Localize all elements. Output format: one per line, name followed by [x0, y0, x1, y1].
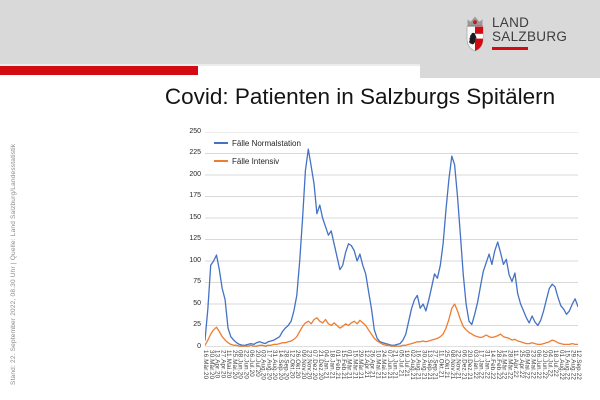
x-tick: 21.Jun.21	[391, 350, 399, 379]
logo-underline	[492, 47, 528, 50]
x-tick: 22.Jun.20	[242, 350, 250, 379]
x-tick: 06.Dez.21	[460, 350, 468, 381]
x-tick: 03.Jan.22	[471, 350, 479, 379]
x-tick: 29.Mär.21	[357, 350, 365, 380]
header-divider	[0, 64, 600, 66]
x-tick: 02.Aug.21	[408, 350, 416, 381]
x-tick: 07.Dez.20	[311, 350, 319, 381]
y-axis-labels: 0 25 50 75 100 125 150 175 200 225 250	[160, 0, 201, 400]
x-tick: 28.Sep.20	[282, 350, 290, 381]
x-tick: 10.Mai.21	[374, 350, 382, 379]
x-tick: 25.Okt.21	[443, 350, 451, 379]
x-tick: 07.Jun.21	[385, 350, 393, 379]
x-tick: 14.Mär.22	[500, 350, 508, 380]
x-tick: 03.Aug.20	[259, 350, 267, 381]
y-tick: 0	[197, 342, 201, 350]
x-tick: 20.Jun.22	[540, 350, 548, 379]
x-tick: 08.Nov.21	[449, 350, 456, 380]
x-tick: 30.Mär.20	[207, 350, 215, 380]
x-tick: 15.Aug.22	[563, 350, 571, 381]
x-tick: 31.Jan.22	[483, 350, 491, 379]
page-title: Covid: Patienten in Salzburgs Spitälern	[164, 84, 556, 109]
y-tick: 25	[193, 321, 201, 328]
x-tick: 15.Mär.21	[351, 350, 359, 380]
x-tick: 26.Okt.20	[294, 350, 301, 379]
x-tick: 21.Dez.20	[317, 350, 324, 381]
y-tick: 100	[189, 256, 201, 264]
x-tick: 11.Mai.20	[225, 350, 233, 379]
y-tick: 225	[189, 149, 201, 156]
x-tick: 06.Jun.22	[535, 350, 542, 379]
x-tick: 14.Sep.20	[276, 350, 284, 381]
x-tick: 17.Jan.22	[477, 350, 485, 379]
y-tick: 125	[189, 235, 201, 242]
logo-line1: LAND	[492, 15, 530, 30]
x-tick: 14.Feb.22	[489, 350, 497, 380]
x-tick: 16.Mär.20	[202, 350, 210, 380]
x-tick: 01.Aug.22	[558, 350, 565, 381]
intensiv-line-swatch	[214, 160, 228, 162]
lion-icon	[469, 32, 477, 45]
logo-line2: SALZBURG	[492, 29, 568, 44]
y-tick: 50	[193, 299, 201, 307]
x-tick: 20.Jul.20	[253, 350, 261, 377]
y-tick: 175	[189, 192, 201, 199]
normalstation-line-swatch	[214, 142, 228, 144]
x-tick: 12.Okt.20	[288, 350, 296, 379]
red-accent-bar	[0, 66, 198, 75]
legend-item-intensiv: Fälle Intensiv	[214, 152, 301, 170]
x-tick: 22.Nov.21	[454, 350, 462, 380]
chart-legend: Fälle Normalstation Fälle Intensiv	[214, 134, 301, 170]
x-tick: 26.Apr.21	[368, 350, 376, 379]
y-tick: 200	[189, 170, 201, 178]
x-tick: 23.Nov.20	[305, 350, 313, 380]
x-tick: 17.Aug.20	[265, 350, 273, 381]
x-tick: 24.Mai.21	[380, 350, 388, 379]
logo-wordmark: LAND SALZBURG	[492, 16, 567, 44]
x-tick: 11.Okt.21	[437, 350, 445, 379]
x-tick: 12.Sep.22	[575, 350, 583, 381]
x-tick: 15.Feb.21	[339, 350, 347, 380]
plot-area	[205, 132, 578, 347]
x-tick: 29.Aug.22	[569, 350, 577, 381]
x-tick: 09.Nov.20	[299, 350, 307, 380]
salzburg-crest-icon	[466, 16, 484, 52]
x-tick: 19.Jul.21	[403, 350, 410, 377]
x-tick: 09.Mai.22	[523, 350, 531, 379]
x-tick: 13.Sep.21	[426, 350, 433, 381]
legend-label-intensiv: Fälle Intensiv	[232, 156, 280, 166]
x-tick: 23.Mai.22	[529, 350, 537, 379]
x-tick: 28.Mär.22	[506, 350, 514, 380]
x-tick: 31.Aug.20	[271, 350, 279, 381]
x-tick: 25.Apr.22	[517, 350, 525, 379]
y-tick: 150	[189, 213, 201, 221]
x-tick: 01.Mär.21	[345, 350, 353, 380]
x-tick: 04.Jan.21	[322, 350, 330, 379]
x-tick: 11.Apr.22	[512, 350, 520, 378]
x-tick: 12.Apr.21	[362, 350, 370, 379]
x-tick: 18.Jan.21	[328, 350, 336, 379]
x-tick: 25.Mai.20	[230, 350, 238, 379]
x-tick: 18.Jul.22	[552, 350, 560, 377]
x-tick: 06.Jul.20	[248, 350, 256, 377]
x-tick: 01.Feb.21	[334, 350, 342, 380]
y-tick: 75	[193, 278, 201, 285]
y-tick: 250	[189, 127, 201, 135]
legend-item-normalstation: Fälle Normalstation	[214, 134, 301, 152]
x-tick: 05.Jul.21	[397, 350, 405, 377]
x-tick: 16.Aug.21	[414, 350, 422, 381]
x-tick: 20.Dez.21	[466, 350, 474, 381]
x-tick: 27.Sep.21	[431, 350, 439, 381]
legend-label-normalstation: Fälle Normalstation	[232, 138, 301, 148]
logo-background-block	[420, 0, 600, 78]
x-tick: 27.Apr.20	[219, 350, 227, 379]
x-tick: 30.Aug.21	[420, 350, 428, 381]
x-tick: 28.Feb.22	[494, 350, 502, 380]
x-tick: 08.Jun.20	[236, 350, 244, 379]
x-tick: 04.Jul.22	[546, 350, 554, 377]
x-tick: 13.Apr.20	[213, 350, 221, 379]
